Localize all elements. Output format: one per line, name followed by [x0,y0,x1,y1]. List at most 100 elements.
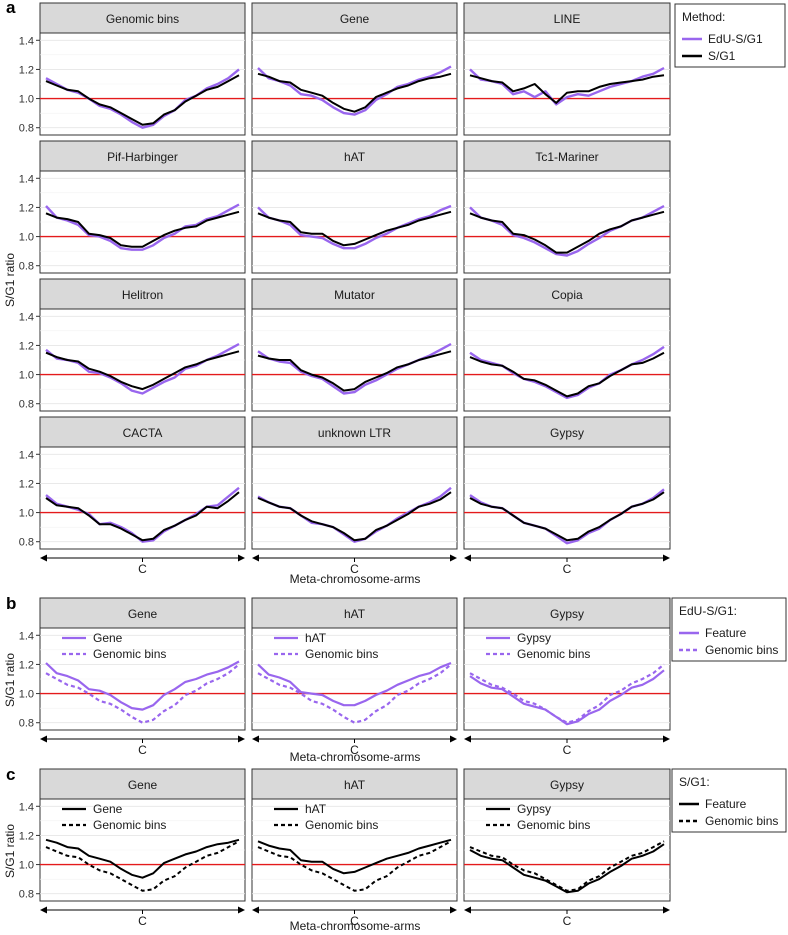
series-line-s-g1 [45,491,240,542]
inset-legend-label: Gene [93,631,123,645]
inset-legend-label: hAT [305,631,327,645]
legend-c: S/G1: Feature Genomic bins [671,768,787,833]
facet-title: Copia [551,288,583,302]
facet-strip [463,2,671,34]
facet-c-gypsy: Gypsy Gypsy Genomic bins C [463,768,671,928]
left-arrowhead [252,906,259,914]
facet-title: Gene [128,778,158,792]
facet-a-tc1-mariner: Tc1-Mariner [463,140,671,274]
facet-c-hat: hAT hAT Genomic bins C [251,768,458,928]
facet-a-pif-harbinger: Pif-Harbinger 0.8 1.0 1.2 1.4 [19,140,246,274]
series-line-s-g1 [45,74,240,126]
right-arrowhead [663,554,670,562]
left-arrowhead [40,735,47,743]
centromere-label: C [138,914,147,928]
centromere-label: C [350,914,359,928]
facet-strip [463,278,671,310]
y-tick-label: 1.4 [19,35,34,47]
y-tick-label: 1.4 [19,630,34,642]
series-line-genomic-bins [45,663,240,724]
facet-b-gene: Gene Gene Genomic bins 0.8 1.0 1.2 1.4 C [19,597,246,757]
facet-strip [251,597,458,629]
facet-b-gypsy: Gypsy Gypsy Genomic bins C [463,597,671,757]
centromere-label: C [350,743,359,757]
y-tick-label: 0.8 [19,889,34,901]
inset-legend-label: Genomic bins [517,818,590,832]
inset-legend-label: Genomic bins [93,818,166,832]
facet-title: Genomic bins [106,12,179,26]
right-arrowhead [450,554,457,562]
y-tick-label: 1.2 [19,830,34,842]
series-line-s-g1 [257,210,452,247]
facet-a-mutator: Mutator [251,278,458,412]
series-line-genomic-bins [469,663,665,724]
y-tick-label: 1.4 [19,173,34,185]
legend-b: EdU-S/G1: Feature Genomic bins [671,597,787,662]
panel-letter-b: b [6,594,16,613]
y-tick-label: 1.2 [19,478,34,490]
series-line-edu-s-g1 [45,203,240,251]
inset-legend-label: Genomic bins [93,647,166,661]
y-tick-label: 1.4 [19,449,34,461]
left-arrowhead [252,735,259,743]
series-line-feature [257,661,452,707]
inset-legend-label: hAT [305,802,327,816]
facet-strip [251,278,458,310]
facet-title: Tc1-Mariner [535,150,598,164]
facet-title: unknown LTR [318,426,391,440]
legend-title: EdU-S/G1: [679,604,737,618]
inset-legend-label: Gene [93,802,123,816]
facet-strip [39,278,246,310]
y-axis-title-b: S/G1 ratio [3,653,17,707]
legend-label-s-g1: S/G1 [708,49,736,63]
inset-legend-label: Gypsy [517,802,551,816]
facet-title: Mutator [334,288,375,302]
inset-legend-label: Gypsy [517,631,551,645]
series-line-s-g1 [469,74,665,104]
y-tick-label: 1.4 [19,801,34,813]
legend-box [671,597,787,662]
legend-label-feature: Feature [705,626,747,640]
series-line-edu-s-g1 [257,65,452,116]
left-arrowhead [464,735,471,743]
facet-strip [251,140,458,172]
series-line-s-g1 [257,72,452,113]
legend-label-feature: Feature [705,797,747,811]
facet-a-helitron: Helitron 0.8 1.0 1.2 1.4 [19,278,246,412]
inset-legend-label: Genomic bins [305,818,378,832]
facet-title: Pif-Harbinger [107,150,178,164]
series-line-feature [469,843,665,894]
left-arrowhead [464,906,471,914]
facet-a-gene: Gene [251,2,458,136]
series-line-genomic-bins [257,663,452,724]
facet-title: hAT [344,607,366,621]
series-line-genomic-bins [469,840,665,892]
series-line-edu-s-g1 [45,68,240,129]
facet-a-genomic-bins: Genomic bins 0.8 1.0 1.2 1.4 [19,2,246,136]
y-tick-label: 0.8 [19,399,34,411]
centromere-label: C [138,562,147,576]
y-tick-label: 1.4 [19,311,34,323]
series-line-feature [45,660,240,711]
inset-legend-label: Genomic bins [305,647,378,661]
facet-b-hat: hAT hAT Genomic bins C [251,597,458,757]
facet-title: CACTA [123,426,163,440]
inset-legend-label: Genomic bins [517,647,590,661]
left-arrowhead [464,554,471,562]
y-tick-label: 1.2 [19,340,34,352]
facet-strip [39,768,246,800]
facet-strip [251,2,458,34]
series-line-edu-s-g1 [257,204,452,250]
facet-title: Gypsy [550,607,584,621]
centromere-label: C [563,562,572,576]
facet-a-cacta: CACTA 0.8 1.0 1.2 1.4 C [19,416,246,576]
legend-a: Method: EdU-S/G1 S/G1 [674,3,786,68]
y-tick-label: 1.2 [19,659,34,671]
facet-a-hat: hAT [251,140,458,274]
legend-box [671,768,787,833]
legend-label-genomic-bins: Genomic bins [705,814,778,828]
x-axis-title-c: Meta-chromosome-arms [290,919,421,933]
facet-a-copia: Copia [463,278,671,412]
series-line-feature [469,669,665,726]
